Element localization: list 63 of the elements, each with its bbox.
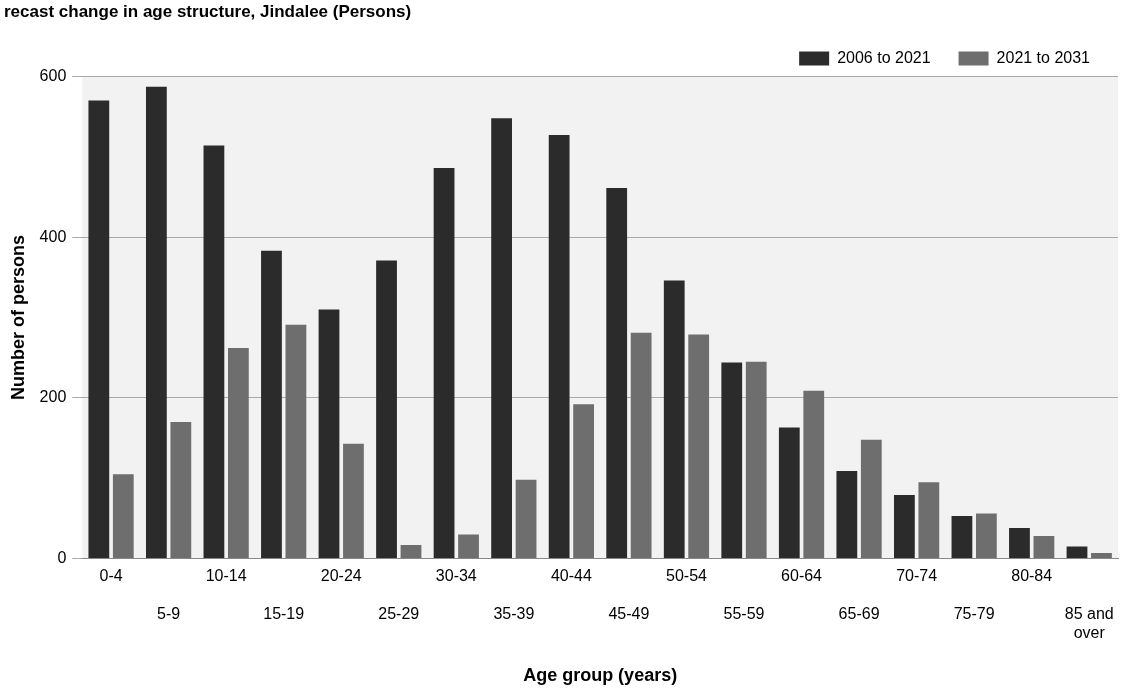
x-tick-label: 80-84 xyxy=(1011,566,1053,584)
bar xyxy=(1033,536,1055,559)
legend-label: 2006 to 2021 xyxy=(837,48,931,66)
bar xyxy=(261,250,282,559)
x-axis-title: Age group (years) xyxy=(523,665,678,686)
x-tick-label: 15-19 xyxy=(263,605,305,623)
bar xyxy=(88,100,110,559)
bar xyxy=(860,439,882,559)
y-tick-label: 0 xyxy=(57,549,67,567)
bar xyxy=(721,362,743,559)
x-tick-label: 45-49 xyxy=(608,605,650,623)
bar xyxy=(573,404,594,559)
x-tick-label: 35-39 xyxy=(493,605,535,623)
bar xyxy=(458,534,479,559)
bar xyxy=(975,513,997,559)
bar xyxy=(285,324,307,559)
x-tick-label: 60-64 xyxy=(781,566,823,584)
bar xyxy=(515,479,537,559)
bar xyxy=(663,280,685,559)
bar xyxy=(918,482,940,559)
y-tick-label: 200 xyxy=(39,388,67,406)
y-tick-label: 600 xyxy=(39,66,67,84)
bar xyxy=(606,188,628,559)
y-axis-title: Number of persons xyxy=(7,234,28,401)
bar xyxy=(893,495,915,559)
bar xyxy=(778,427,800,559)
bar xyxy=(803,390,825,559)
bar xyxy=(170,421,192,559)
bar xyxy=(318,309,340,559)
x-tick-label: 85 and over xyxy=(1064,605,1114,642)
x-tick-label: 50-54 xyxy=(666,566,708,584)
bar xyxy=(630,332,652,559)
x-tick-label: 5-9 xyxy=(157,605,181,623)
bar xyxy=(745,361,767,559)
bar xyxy=(1009,528,1030,559)
x-tick-label: 75-79 xyxy=(953,605,995,623)
bar xyxy=(688,334,710,559)
bar xyxy=(836,471,858,559)
x-tick-label: 0-4 xyxy=(99,566,123,584)
x-tick-label: 30-34 xyxy=(435,566,477,584)
chart-title: recast change in age structure, Jindalee (Persons) xyxy=(4,1,412,21)
bar xyxy=(376,260,397,559)
y-tick-label: 400 xyxy=(39,227,67,245)
bar xyxy=(112,474,134,559)
bar xyxy=(343,443,364,559)
bar xyxy=(227,348,249,559)
x-tick-label: 70-74 xyxy=(896,566,938,584)
x-tick-label: 55-59 xyxy=(723,605,765,623)
x-tick-label: 10-14 xyxy=(205,566,247,584)
x-tick-label: 20-24 xyxy=(320,566,362,584)
x-tick-label: 65-69 xyxy=(838,605,880,623)
legend-label: 2021 to 2031 xyxy=(996,48,1091,66)
bar xyxy=(951,516,973,559)
bar xyxy=(1066,546,1088,559)
bar xyxy=(145,86,167,559)
bar xyxy=(1091,552,1112,559)
x-tick-label: 25-29 xyxy=(378,605,420,623)
bar xyxy=(433,168,455,559)
bar xyxy=(491,118,513,559)
x-tick-label: 40-44 xyxy=(550,566,592,584)
bar xyxy=(203,145,225,559)
bar xyxy=(400,544,422,559)
bar xyxy=(548,135,570,559)
